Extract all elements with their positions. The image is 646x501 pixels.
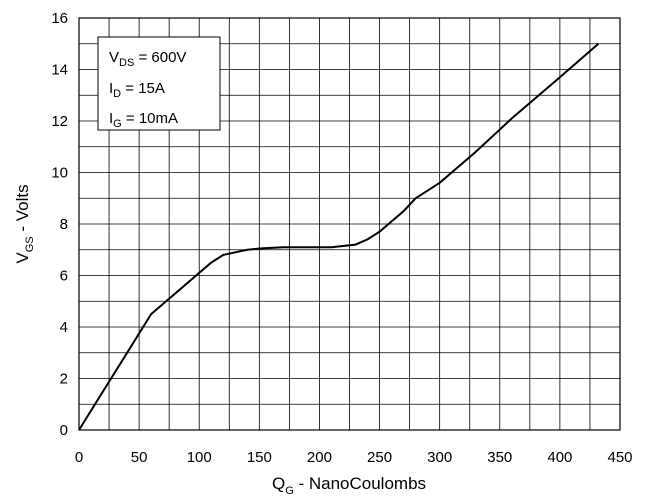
conditions-legend: VDS = 600V ID = 15A IG = 10mA xyxy=(97,36,221,131)
x-tick-labels: 0 50 100 150 200 250 300 350 400 450 xyxy=(75,449,633,466)
x-tick-label: 200 xyxy=(307,449,332,466)
grid-lines xyxy=(79,18,620,430)
x-tick-label: 100 xyxy=(187,449,212,466)
y-tick-label: 2 xyxy=(60,371,68,388)
y-tick-label: 14 xyxy=(51,62,68,79)
legend-box xyxy=(97,36,221,131)
x-axis-title: QG - NanoCoulombs xyxy=(272,474,426,497)
y-axis-title: VGS - Volts xyxy=(13,184,36,263)
x-tick-label: 450 xyxy=(607,449,632,466)
legend-vds: VDS = 600V xyxy=(109,49,186,69)
x-tick-label: 50 xyxy=(131,449,148,466)
x-tick-label: 350 xyxy=(487,449,512,466)
x-tick-label: 250 xyxy=(367,449,392,466)
gate-charge-curve xyxy=(78,43,600,431)
x-tick-label: 400 xyxy=(547,449,572,466)
y-tick-labels: 0 2 4 6 8 10 12 14 16 xyxy=(51,10,68,439)
y-tick-label: 0 xyxy=(60,422,68,439)
x-tick-label: 300 xyxy=(427,449,452,466)
legend-ig: IG = 10mA xyxy=(109,110,178,130)
y-tick-label: 6 xyxy=(60,268,68,285)
legend-id: ID = 15A xyxy=(109,80,165,100)
x-tick-label: 150 xyxy=(247,449,272,466)
y-tick-label: 4 xyxy=(60,319,68,336)
plot-area xyxy=(78,17,621,431)
y-tick-label: 8 xyxy=(60,216,68,233)
x-tick-label: 0 xyxy=(75,449,83,466)
y-tick-label: 16 xyxy=(51,10,68,27)
y-tick-label: 12 xyxy=(51,113,68,130)
y-tick-label: 10 xyxy=(51,165,68,182)
